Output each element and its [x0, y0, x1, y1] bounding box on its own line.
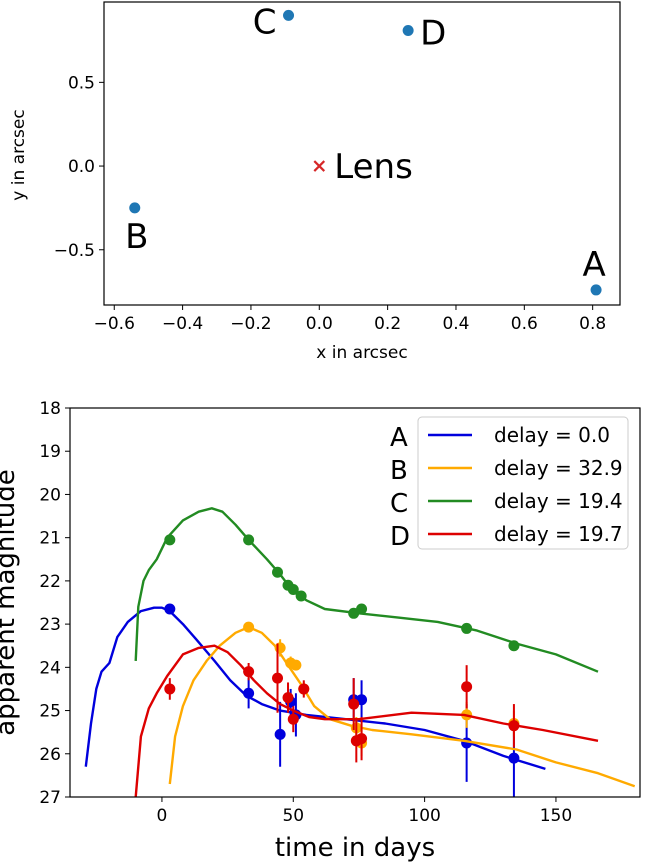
- light-curve-plot: 0 50 100 150 18 19 20 21 22 23 24 25 26 27 time in day…: [0, 399, 641, 863]
- x-tick-label: 0.6: [511, 314, 538, 334]
- x-tick-label: −0.2: [230, 314, 271, 334]
- lens-label: Lens: [334, 147, 413, 187]
- plot-frame: [69, 407, 641, 798]
- y-tick-label: 20: [39, 485, 61, 505]
- y-tick-label: 19: [39, 442, 61, 462]
- image-label-C: C: [253, 2, 277, 42]
- legend-entry: delay = 32.9: [494, 456, 623, 480]
- y-tick-label: 26: [39, 745, 61, 765]
- data-point: [282, 692, 294, 704]
- y-tick-label: 18: [39, 399, 61, 419]
- image-point-D: [402, 24, 414, 36]
- plot-frame: [103, 1, 621, 306]
- y-axis-label: y in arcsec: [9, 109, 29, 200]
- series-line-C: [134, 507, 599, 673]
- x-tick-label: 150: [540, 806, 572, 826]
- lens-marker: [313, 160, 326, 172]
- data-point: [243, 687, 255, 699]
- y-tick-label: 0.5: [68, 73, 95, 93]
- series-line-D: [134, 644, 599, 797]
- data-point: [298, 683, 310, 695]
- legend-image-label: A: [390, 423, 408, 453]
- y-tick-label: 24: [39, 658, 61, 678]
- data-point: [508, 752, 520, 764]
- data-point: [164, 683, 176, 695]
- series-A: [84, 603, 546, 797]
- legend-image-label: C: [390, 489, 408, 519]
- plot-area: [84, 507, 636, 797]
- data-point: [290, 659, 302, 671]
- data-point: [348, 698, 360, 710]
- legend-box: [417, 416, 629, 550]
- data-point: [274, 728, 286, 740]
- data-point: [356, 733, 368, 745]
- data-point: [272, 566, 284, 578]
- series-B: [168, 621, 636, 788]
- y-tick-label: 21: [39, 529, 61, 549]
- y-tick-label: −0.5: [54, 241, 95, 261]
- legend-image-label: B: [390, 456, 408, 486]
- data-point: [274, 642, 286, 654]
- x-tick-label: 0.8: [579, 314, 606, 334]
- y-tick-label: 22: [39, 572, 61, 592]
- x-tick-label: 0.4: [442, 314, 469, 334]
- y-axis-label: apparent magnitude: [0, 469, 21, 736]
- image-label-D: D: [420, 13, 446, 53]
- y-tick-label: 25: [39, 702, 61, 722]
- data-point: [461, 622, 473, 634]
- data-point: [508, 720, 520, 732]
- image-label-A: A: [582, 245, 605, 285]
- legend-image-label: D: [390, 522, 410, 552]
- data-point: [287, 584, 299, 596]
- y-tick-label: 23: [39, 615, 61, 635]
- series-line-B: [168, 625, 636, 788]
- data-point: [461, 681, 473, 693]
- series-line-A: [84, 606, 546, 771]
- x-axis-label: time in days: [275, 833, 435, 863]
- image-label-B: B: [125, 217, 148, 257]
- data-point: [243, 666, 255, 678]
- data-point: [272, 672, 284, 684]
- series-D: [134, 643, 599, 797]
- image-point-A: [590, 284, 602, 296]
- x-tick-label: 50: [282, 806, 304, 826]
- x-tick-label: 100: [408, 806, 440, 826]
- image-point-B: [129, 202, 141, 214]
- legend-entry: delay = 19.4: [494, 489, 623, 513]
- legend-entry: delay = 19.7: [494, 522, 623, 546]
- data-point: [243, 534, 255, 546]
- legend-entry: delay = 0.0: [494, 423, 610, 447]
- image-point-C: [283, 9, 295, 21]
- data-point: [508, 640, 520, 652]
- data-point: [164, 603, 176, 615]
- x-tick-label: −0.4: [162, 314, 203, 334]
- x-tick-label: 0: [157, 806, 168, 826]
- x-tick-label: 0.0: [306, 314, 333, 334]
- y-tick-label: 0.0: [68, 157, 95, 177]
- data-point: [295, 590, 307, 602]
- x-tick-label: −0.6: [94, 314, 135, 334]
- data-point: [356, 603, 368, 615]
- lens-marker-stroke: [313, 160, 326, 172]
- lens-position-plot: −0.6 −0.4 −0.2 0.0 0.2 0.4 0.6 0.8 −0.5 0.0 0.5 x i…: [9, 1, 621, 363]
- series-C: [134, 507, 599, 673]
- data-point: [287, 713, 299, 725]
- data-point: [164, 534, 176, 546]
- y-tick-label: 27: [39, 788, 61, 808]
- x-tick-label: 0.2: [374, 314, 401, 334]
- data-point: [243, 621, 255, 633]
- x-axis-label: x in arcsec: [316, 343, 407, 363]
